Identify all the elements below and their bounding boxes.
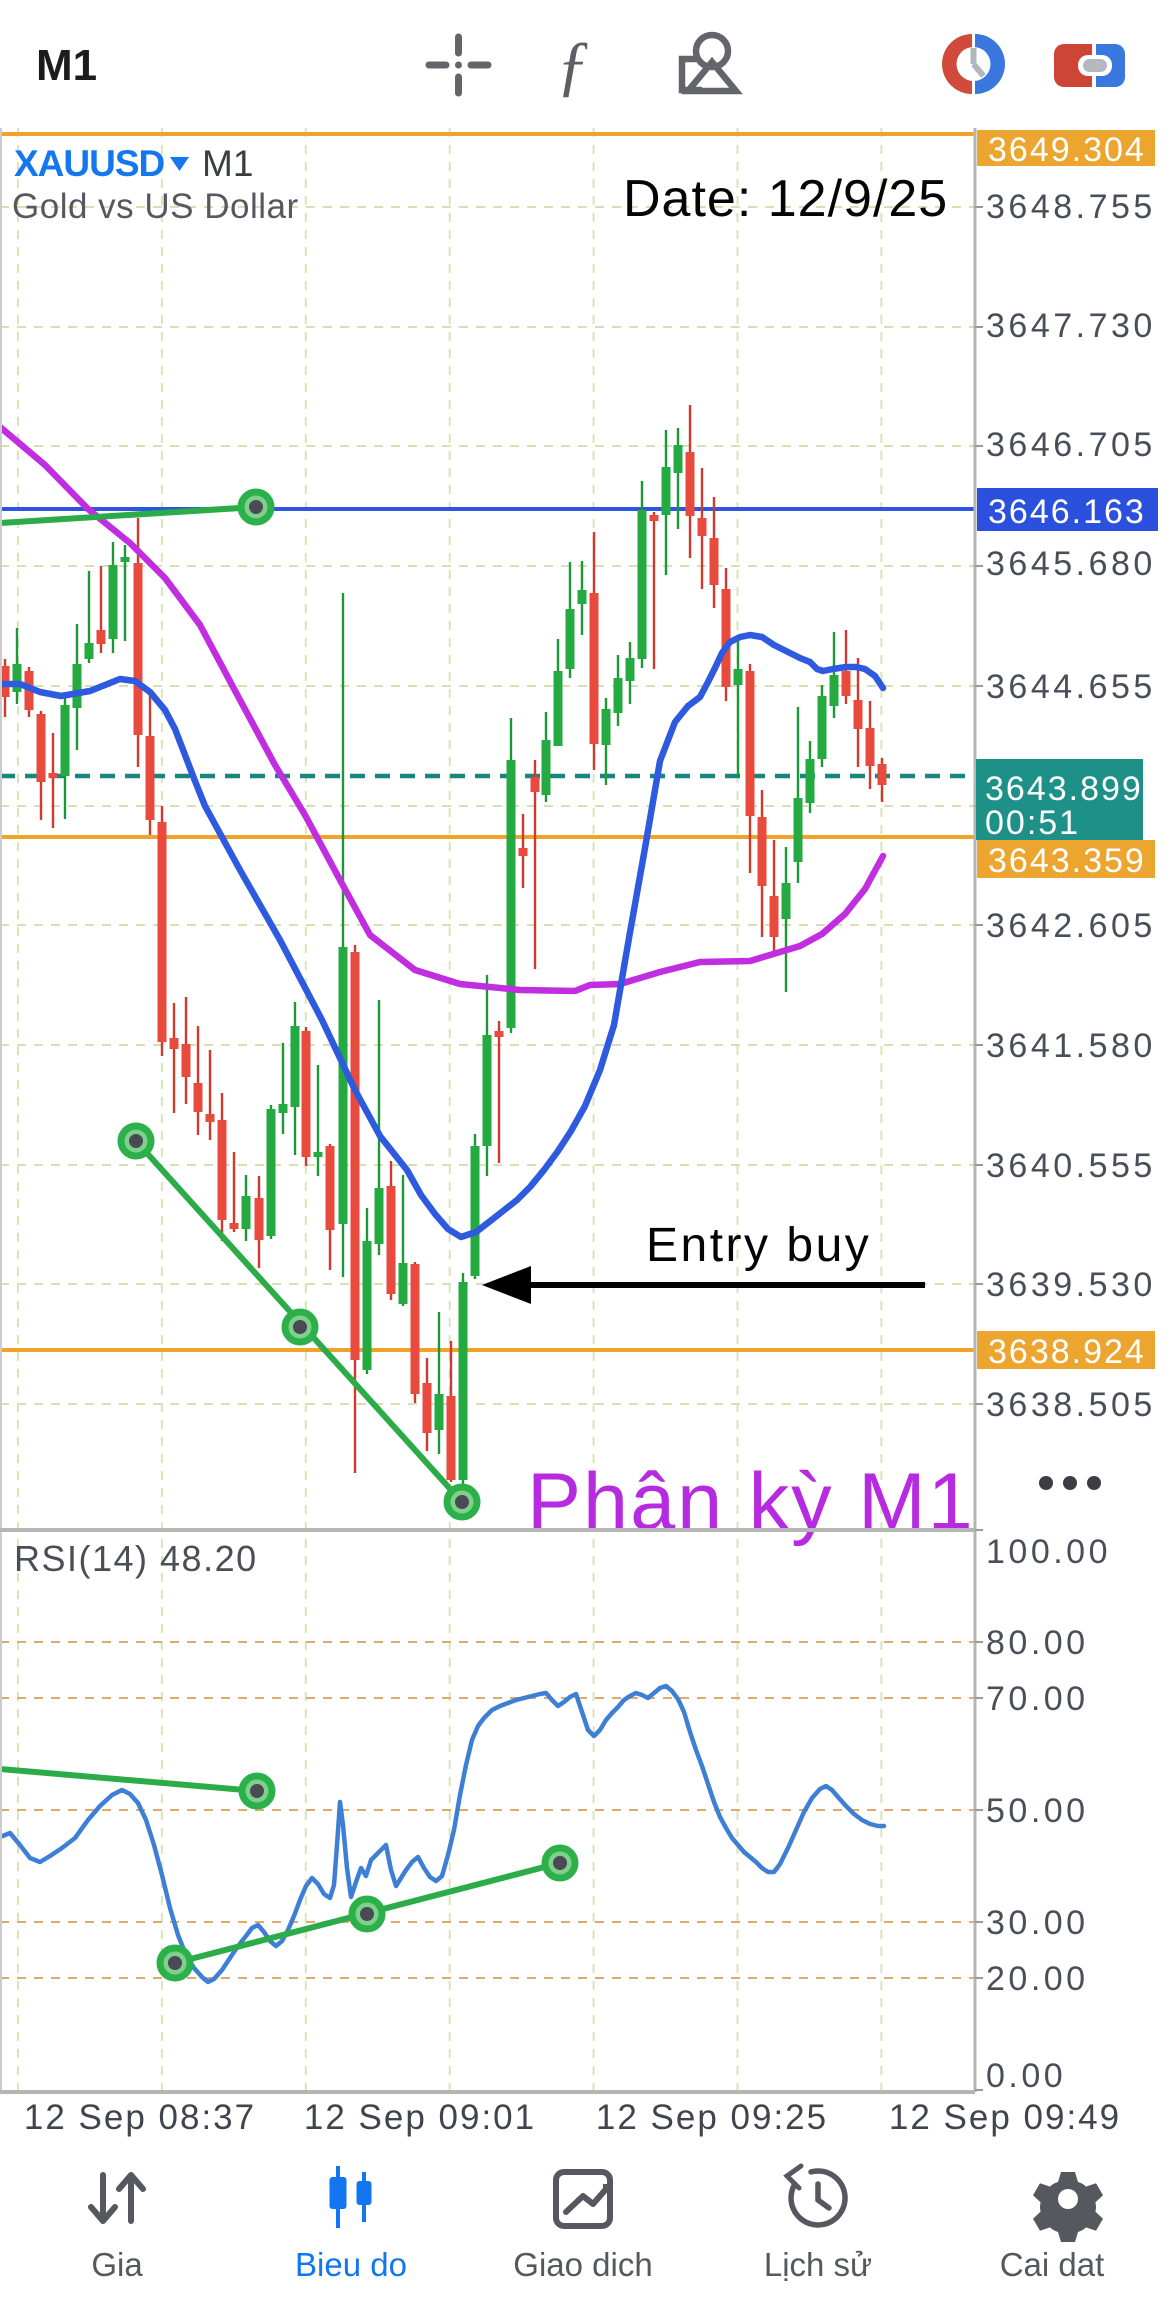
svg-text:3643.899: 3643.899	[985, 770, 1143, 808]
svg-text:12 Sep 09:01: 12 Sep 09:01	[304, 2098, 536, 2137]
svg-text:Gold vs US Dollar: Gold vs US Dollar	[12, 187, 299, 226]
svg-text:3639.530: 3639.530	[986, 1266, 1156, 1304]
svg-text:Cai dat: Cai dat	[1000, 2246, 1105, 2283]
svg-text:50.00: 50.00	[986, 1792, 1089, 1830]
svg-text:30.00: 30.00	[986, 1904, 1089, 1942]
svg-text:3646.705: 3646.705	[986, 426, 1156, 464]
svg-text:3638.924: 3638.924	[988, 1333, 1146, 1371]
svg-text:12 Sep 09:25: 12 Sep 09:25	[596, 2098, 828, 2137]
svg-text:3649.304: 3649.304	[988, 131, 1146, 169]
svg-text:00:51: 00:51	[985, 804, 1080, 842]
svg-text:3641.580: 3641.580	[986, 1027, 1156, 1065]
svg-text:Date: 12/9/25: Date: 12/9/25	[623, 170, 948, 228]
svg-text:12 Sep 08:37: 12 Sep 08:37	[24, 2098, 256, 2137]
svg-text:3645.680: 3645.680	[986, 545, 1156, 583]
svg-text:3642.605: 3642.605	[986, 907, 1156, 945]
svg-text:70.00: 70.00	[986, 1680, 1089, 1718]
svg-text:M1: M1	[202, 143, 253, 184]
svg-text:0.00: 0.00	[986, 2057, 1066, 2095]
svg-text:3648.755: 3648.755	[986, 188, 1156, 226]
svg-text:100.00: 100.00	[986, 1533, 1111, 1571]
svg-text:3638.505: 3638.505	[986, 1386, 1156, 1424]
svg-text:3646.163: 3646.163	[988, 493, 1146, 531]
svg-text:RSI(14) 48.20: RSI(14) 48.20	[14, 1538, 258, 1579]
svg-text:Phân kỳ M1: Phân kỳ M1	[527, 1457, 975, 1547]
svg-text:20.00: 20.00	[986, 1960, 1089, 1998]
svg-text:12 Sep 09:49: 12 Sep 09:49	[889, 2098, 1121, 2137]
svg-text:3643.359: 3643.359	[988, 842, 1146, 880]
svg-text:3640.555: 3640.555	[986, 1147, 1156, 1185]
svg-text:Gia: Gia	[91, 2246, 143, 2283]
svg-text:80.00: 80.00	[986, 1624, 1089, 1662]
svg-text:Giao dich: Giao dich	[513, 2246, 652, 2283]
svg-text:M1: M1	[36, 41, 97, 90]
svg-text:ƒ: ƒ	[556, 27, 590, 103]
svg-text:XAUUSD: XAUUSD	[14, 143, 165, 184]
svg-text:Entry buy: Entry buy	[646, 1219, 871, 1272]
svg-text:3647.730: 3647.730	[986, 307, 1156, 345]
svg-text:Lịch sử: Lịch sử	[764, 2246, 872, 2283]
svg-text:3644.655: 3644.655	[986, 668, 1156, 706]
svg-text:Bieu do: Bieu do	[295, 2246, 407, 2283]
